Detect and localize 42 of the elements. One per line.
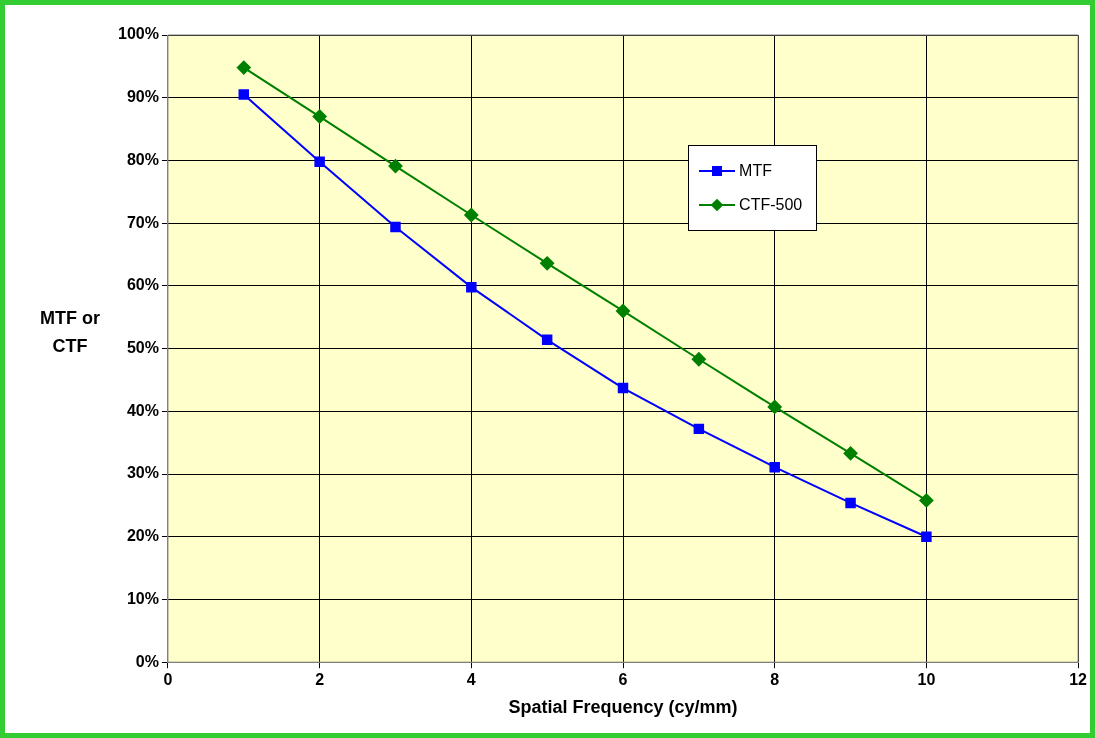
point	[921, 531, 932, 542]
point	[390, 221, 401, 233]
y-tick-label: 100%	[118, 25, 159, 43]
point	[541, 334, 553, 346]
x-tick-label: 12	[1069, 671, 1088, 689]
y-tick-label: 70%	[126, 213, 159, 231]
point	[843, 446, 858, 461]
point	[540, 256, 555, 271]
point	[617, 382, 629, 394]
x-tick-label: 2	[315, 671, 325, 689]
point	[769, 461, 780, 473]
x-tick-label: 8	[770, 671, 780, 689]
point	[466, 281, 477, 293]
point	[312, 109, 327, 124]
point	[464, 208, 479, 223]
point	[616, 303, 631, 318]
y-tick-label: 30%	[126, 464, 159, 482]
y-tick-label: 80%	[126, 150, 159, 168]
point	[767, 399, 782, 414]
x-tick-label: 10	[917, 671, 936, 689]
x-tick-label: 0	[163, 671, 173, 689]
y-tick-label: 60%	[126, 276, 159, 294]
legend-label: MTF	[739, 162, 772, 180]
point	[238, 89, 250, 100]
legend-label: CTF-500	[739, 196, 803, 214]
y-tick-label: 50%	[126, 339, 159, 357]
point	[388, 159, 403, 174]
x-axis-title: Spatial Frequency (cy/mm)	[508, 697, 738, 718]
y-tick-label: 20%	[126, 527, 159, 545]
x-tick-label: 6	[618, 671, 628, 689]
y-tick-label: 0%	[135, 652, 159, 670]
point	[919, 493, 934, 508]
y-axis-title: MTF or CTF	[39, 306, 101, 358]
point	[236, 60, 251, 75]
point	[845, 497, 856, 509]
point	[691, 352, 706, 367]
y-tick-label: 10%	[126, 589, 159, 607]
point	[314, 156, 325, 167]
point	[693, 423, 705, 435]
x-tick-label: 4	[466, 671, 476, 689]
y-tick-label: 40%	[126, 401, 159, 419]
y-tick-label: 90%	[126, 88, 159, 106]
